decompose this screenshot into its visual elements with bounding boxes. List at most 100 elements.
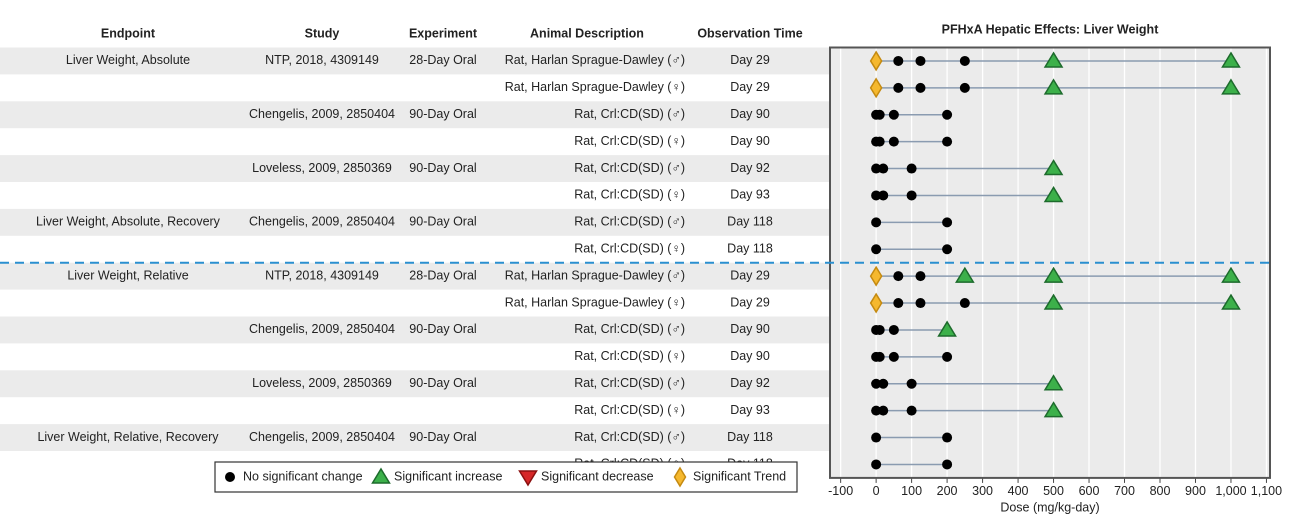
table-cell: Day 90 xyxy=(730,349,770,363)
table-cell: Rat, Crl:CD(SD) (♂) xyxy=(574,161,685,175)
x-tick-label: 1,100 xyxy=(1251,484,1282,498)
dose-marker xyxy=(888,324,899,335)
table-cell: Rat, Crl:CD(SD) (♂) xyxy=(574,322,685,336)
table-cell: Day 29 xyxy=(730,80,770,94)
dose-marker xyxy=(915,298,926,309)
table-cell: 90-Day Oral xyxy=(409,376,476,390)
table-cell: Day 90 xyxy=(730,134,770,148)
table-cell: Rat, Crl:CD(SD) (♀) xyxy=(574,403,685,417)
table-cell: Rat, Crl:CD(SD) (♀) xyxy=(574,134,685,148)
dose-marker xyxy=(1043,266,1064,283)
x-tick-label: 0 xyxy=(873,484,880,498)
dose-marker xyxy=(906,190,917,201)
x-tick-label: 300 xyxy=(972,484,993,498)
table-cell: Day 93 xyxy=(730,188,770,202)
table-cell: Day 29 xyxy=(730,268,770,282)
legend-marker xyxy=(371,467,391,484)
dose-marker xyxy=(942,459,953,470)
dose-marker xyxy=(1043,78,1064,95)
table-cell: Chengelis, 2009, 2850404 xyxy=(249,107,395,121)
column-header: Endpoint xyxy=(101,26,156,40)
row-band xyxy=(0,208,830,236)
x-tick-label: 400 xyxy=(1008,484,1029,498)
table-cell: NTP, 2018, 4309149 xyxy=(265,268,379,282)
x-tick-label: 800 xyxy=(1150,484,1171,498)
legend-marker xyxy=(225,472,235,482)
table-cell: Liver Weight, Absolute xyxy=(66,53,190,67)
legend: No significant change Significant increas… xyxy=(214,461,798,493)
legend-label: Significant Trend xyxy=(693,469,786,483)
table-cell: Rat, Crl:CD(SD) (♂) xyxy=(574,107,685,121)
dose-marker xyxy=(1043,51,1064,68)
dose-marker xyxy=(869,265,883,287)
dose-marker xyxy=(1043,293,1064,310)
dose-marker xyxy=(942,136,953,147)
table-cell: Rat, Harlan Sprague-Dawley (♂) xyxy=(505,53,685,67)
dose-marker xyxy=(869,77,883,99)
dose-marker xyxy=(888,136,899,147)
dose-marker xyxy=(871,378,882,389)
dose-marker xyxy=(1221,266,1241,283)
table-cell: Liver Weight, Absolute, Recovery xyxy=(36,215,221,229)
table-cell: Loveless, 2009, 2850369 xyxy=(252,161,392,175)
table-cell: 28-Day Oral xyxy=(409,53,476,67)
dose-marker xyxy=(906,378,917,389)
table-cell: 90-Day Oral xyxy=(409,430,476,444)
dose-marker xyxy=(1221,78,1241,95)
dose-marker xyxy=(869,292,883,314)
row-band xyxy=(0,316,830,344)
table-cell: Day 90 xyxy=(730,322,770,336)
legend-label: Significant increase xyxy=(394,469,502,483)
dose-marker xyxy=(915,82,926,93)
dose-marker xyxy=(942,109,953,120)
table-cell: Rat, Crl:CD(SD) (♂) xyxy=(574,430,685,444)
table-cell: Rat, Crl:CD(SD) (♀) xyxy=(574,242,685,256)
column-header: Animal Description xyxy=(530,26,644,40)
dose-marker xyxy=(893,55,904,66)
chart-title: PFHxA Hepatic Effects: Liver Weight xyxy=(942,22,1160,36)
table-cell: NTP, 2018, 4309149 xyxy=(265,53,379,67)
dose-marker xyxy=(906,163,917,174)
row-band xyxy=(0,101,830,129)
table-cell: Day 93 xyxy=(730,403,770,417)
dose-marker xyxy=(942,351,953,362)
table-cell: Chengelis, 2009, 2850404 xyxy=(249,215,395,229)
legend-marker xyxy=(673,466,687,488)
column-header: Observation Time xyxy=(697,26,802,40)
dose-marker xyxy=(959,55,970,66)
table-cell: Day 118 xyxy=(727,430,773,444)
row-band xyxy=(0,262,830,290)
dose-marker xyxy=(942,244,953,255)
x-tick-label: 600 xyxy=(1079,484,1100,498)
row-band xyxy=(0,424,830,451)
table-cell: Day 90 xyxy=(730,107,770,121)
table-cell: Day 92 xyxy=(730,161,770,175)
dose-marker xyxy=(1221,293,1241,310)
dose-marker xyxy=(871,163,882,174)
dose-marker xyxy=(1043,374,1064,391)
column-header: Study xyxy=(305,26,340,40)
dose-marker xyxy=(915,271,926,282)
dose-marker xyxy=(874,351,885,362)
dose-marker xyxy=(893,298,904,309)
dose-marker xyxy=(1043,401,1064,418)
table-cell: Liver Weight, Relative, Recovery xyxy=(37,430,219,444)
table-cell: 28-Day Oral xyxy=(409,268,476,282)
dose-marker xyxy=(869,50,883,72)
dose-marker xyxy=(937,320,957,337)
dose-marker xyxy=(871,432,882,443)
dose-marker xyxy=(955,266,975,283)
dose-marker xyxy=(871,244,882,255)
dose-marker xyxy=(942,432,953,443)
x-tick-label: 200 xyxy=(937,484,958,498)
table-cell: Chengelis, 2009, 2850404 xyxy=(249,322,395,336)
table-cell: Rat, Harlan Sprague-Dawley (♀) xyxy=(505,80,685,94)
x-tick-label: -100 xyxy=(828,484,853,498)
x-tick-label: 700 xyxy=(1114,484,1135,498)
table-cell: Day 92 xyxy=(730,376,770,390)
dose-marker xyxy=(878,190,889,201)
table-cell: Day 29 xyxy=(730,53,770,67)
x-tick-label: 1,000 xyxy=(1215,484,1246,498)
dose-marker xyxy=(959,298,970,309)
dose-marker xyxy=(893,271,904,282)
